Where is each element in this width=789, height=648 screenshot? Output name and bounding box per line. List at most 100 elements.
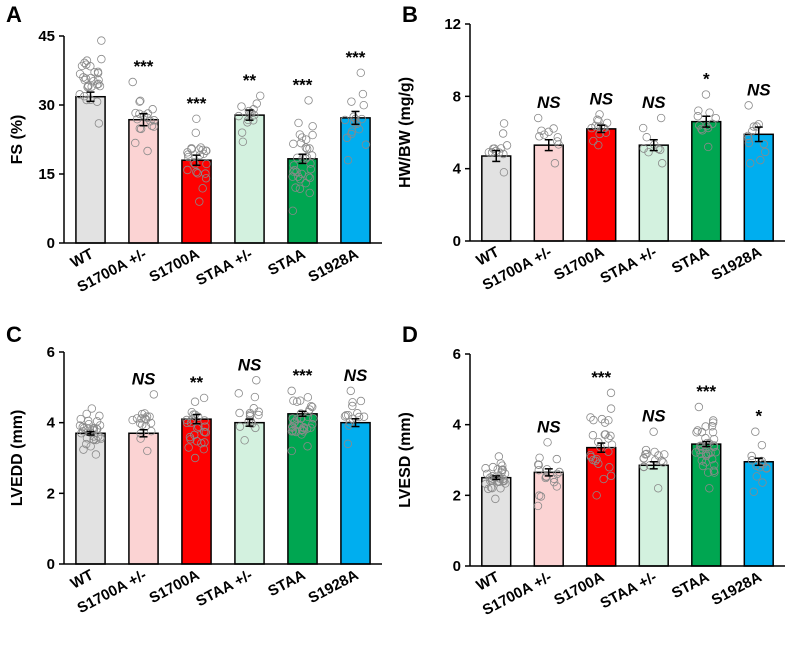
y-tick-label: 8 [453, 88, 461, 105]
data-point [544, 127, 553, 137]
data-point [642, 449, 651, 459]
data-point [256, 91, 265, 100]
data-point [295, 175, 305, 184]
data-point [494, 452, 504, 461]
data-point [533, 113, 543, 123]
category-label: STAA +/- [193, 567, 255, 611]
data-point [234, 111, 243, 121]
data-point [304, 96, 313, 105]
data-point [656, 113, 666, 123]
data-point [149, 390, 159, 399]
data-point [501, 479, 510, 488]
data-point [198, 184, 207, 193]
category-label: WT [474, 244, 503, 270]
data-point [594, 437, 603, 447]
data-point [701, 458, 710, 467]
data-point [306, 159, 315, 168]
data-point [488, 462, 498, 472]
data-point [87, 404, 97, 413]
data-point [92, 80, 102, 89]
bar [287, 158, 318, 244]
data-point [89, 426, 98, 435]
data-point [195, 145, 204, 154]
bar [128, 118, 159, 244]
data-point [235, 422, 245, 431]
data-point [747, 456, 757, 465]
data-point [81, 74, 91, 83]
data-point [185, 432, 195, 442]
data-point [305, 188, 314, 198]
bar [75, 95, 106, 244]
data-point [533, 501, 543, 511]
y-tick-label: 6 [453, 346, 461, 363]
category-label: S1928A [306, 566, 362, 607]
data-point [751, 427, 760, 436]
y-tick-label: 0 [453, 233, 461, 250]
significance-label: * [703, 70, 710, 89]
data-point [496, 459, 506, 468]
data-point [553, 137, 562, 146]
significance-label: NS [642, 93, 666, 112]
data-point [657, 159, 667, 168]
significance-label: *** [134, 57, 154, 76]
data-point [594, 459, 603, 468]
data-point [534, 465, 543, 475]
category-label: WT [68, 246, 97, 272]
category-label: S1928A [306, 245, 362, 286]
data-point [597, 414, 607, 424]
data-point [711, 448, 720, 457]
data-point [238, 137, 248, 146]
data-point [135, 97, 144, 106]
data-point [197, 439, 206, 448]
data-point [128, 415, 137, 425]
data-point [289, 139, 298, 149]
y-tick-label: 30 [38, 97, 55, 114]
data-point [357, 114, 367, 124]
data-point [604, 416, 613, 425]
data-point [358, 89, 368, 99]
data-point [606, 388, 616, 398]
data-point [94, 79, 103, 89]
data-point [287, 386, 296, 396]
data-point [701, 422, 710, 431]
data-point [94, 75, 103, 85]
panel-letter: D [402, 322, 418, 347]
data-point [136, 419, 145, 428]
data-point [91, 450, 101, 459]
significance-label: *** [346, 48, 366, 67]
data-point [252, 99, 261, 108]
data-point [201, 174, 211, 183]
data-point [343, 155, 353, 165]
data-point [642, 133, 651, 142]
data-point [82, 409, 91, 419]
data-point [240, 436, 249, 445]
data-point [708, 427, 718, 437]
data-point [606, 431, 615, 441]
data-point [95, 411, 104, 421]
significance-label: ** [243, 71, 257, 90]
data-point [356, 396, 366, 406]
data-point [309, 414, 318, 423]
significance-label: NS [344, 366, 368, 385]
data-point [148, 105, 157, 114]
data-point [191, 128, 200, 138]
data-point [292, 167, 301, 177]
data-point [693, 426, 702, 435]
data-point [348, 401, 357, 411]
bar [234, 114, 265, 244]
data-point [128, 77, 137, 87]
category-label: STAA +/- [193, 246, 255, 290]
data-point [347, 129, 356, 139]
data-point [591, 456, 600, 465]
data-point [301, 143, 311, 152]
bar [181, 159, 212, 244]
panel-letter: C [6, 322, 22, 347]
category-label: STAA +/- [598, 569, 660, 613]
data-point [93, 424, 102, 434]
significance-label: NS [238, 355, 262, 374]
data-point [550, 159, 560, 168]
data-point [553, 469, 562, 479]
panel-letter: B [402, 2, 418, 27]
data-point [761, 147, 770, 157]
